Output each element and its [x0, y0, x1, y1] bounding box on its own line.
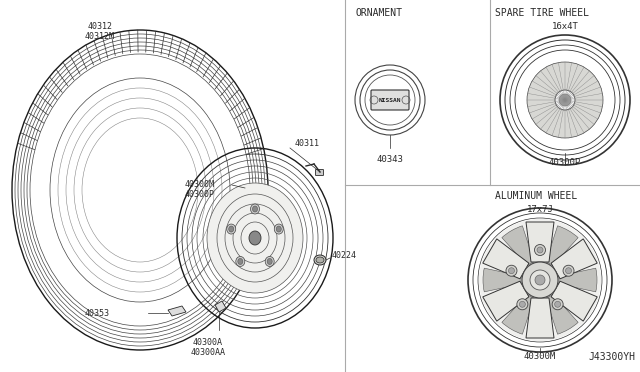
Ellipse shape — [275, 224, 284, 234]
FancyBboxPatch shape — [316, 170, 323, 176]
Circle shape — [506, 265, 517, 276]
Ellipse shape — [207, 183, 303, 293]
Circle shape — [520, 301, 525, 307]
Ellipse shape — [250, 204, 259, 214]
Circle shape — [555, 90, 575, 110]
Text: NISSAN: NISSAN — [379, 97, 401, 103]
Circle shape — [535, 275, 545, 285]
Polygon shape — [551, 281, 597, 321]
Polygon shape — [526, 298, 554, 338]
Circle shape — [537, 247, 543, 253]
Wedge shape — [502, 226, 534, 266]
Text: 40224: 40224 — [332, 250, 357, 260]
Wedge shape — [502, 294, 534, 334]
Circle shape — [522, 262, 558, 298]
Text: ALUMINUM WHEEL: ALUMINUM WHEEL — [495, 191, 577, 201]
Ellipse shape — [227, 224, 236, 234]
Circle shape — [479, 219, 601, 341]
Ellipse shape — [249, 231, 261, 245]
Polygon shape — [526, 222, 554, 262]
Circle shape — [527, 62, 603, 138]
Text: 40343: 40343 — [376, 155, 403, 164]
Wedge shape — [559, 268, 597, 292]
Ellipse shape — [236, 256, 245, 266]
Circle shape — [566, 268, 572, 274]
Text: SPARE TIRE WHEEL: SPARE TIRE WHEEL — [495, 8, 589, 18]
Wedge shape — [546, 294, 578, 334]
Circle shape — [517, 299, 528, 310]
Circle shape — [563, 265, 574, 276]
Circle shape — [559, 94, 571, 106]
Circle shape — [552, 299, 563, 310]
Text: 40300M
40300P: 40300M 40300P — [185, 180, 215, 199]
Text: 40300M: 40300M — [524, 352, 556, 361]
Circle shape — [555, 301, 561, 307]
Text: 40311: 40311 — [295, 138, 320, 148]
Text: J43300YH: J43300YH — [588, 352, 635, 362]
Ellipse shape — [316, 257, 324, 263]
Polygon shape — [483, 239, 529, 279]
Ellipse shape — [314, 255, 326, 265]
Text: 40312
40312M: 40312 40312M — [85, 22, 115, 41]
Circle shape — [508, 268, 515, 274]
Ellipse shape — [238, 259, 243, 264]
Ellipse shape — [265, 256, 274, 266]
Ellipse shape — [228, 226, 234, 232]
Circle shape — [530, 270, 550, 290]
Polygon shape — [551, 239, 597, 279]
Polygon shape — [168, 306, 186, 316]
FancyBboxPatch shape — [371, 90, 409, 110]
Text: ORNAMENT: ORNAMENT — [355, 8, 402, 18]
Ellipse shape — [267, 259, 272, 264]
Ellipse shape — [50, 78, 230, 302]
Polygon shape — [483, 281, 529, 321]
Text: 40300A
40300AA: 40300A 40300AA — [191, 338, 225, 357]
Wedge shape — [483, 268, 522, 292]
Text: 40353: 40353 — [85, 308, 110, 317]
Polygon shape — [215, 301, 226, 312]
Circle shape — [534, 244, 545, 256]
Text: 17x7J: 17x7J — [527, 205, 554, 214]
Ellipse shape — [253, 206, 257, 212]
Text: 16x4T: 16x4T — [552, 22, 579, 31]
Wedge shape — [546, 226, 578, 266]
Ellipse shape — [276, 226, 281, 232]
Text: 40300P: 40300P — [549, 158, 581, 167]
